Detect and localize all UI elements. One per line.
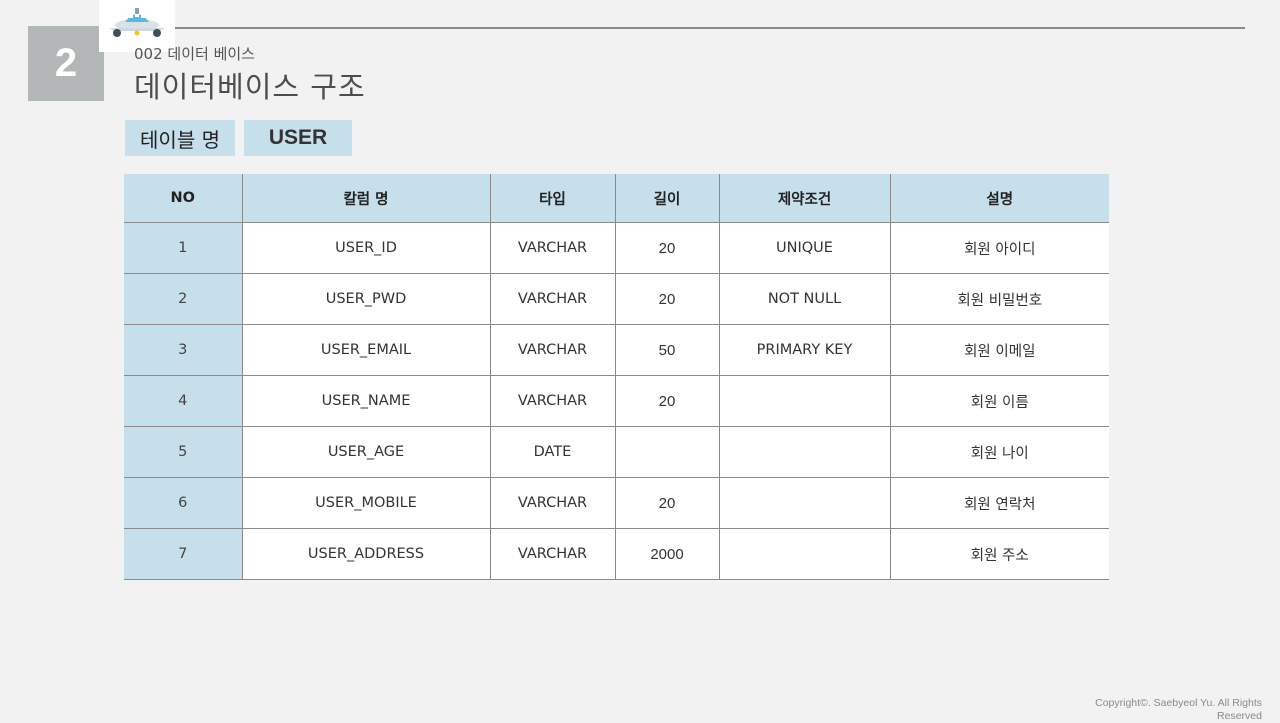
- table-row: 4 USER_NAME VARCHAR 20 회원 이름: [124, 375, 1109, 427]
- cell-description: 회원 나이: [889, 426, 1109, 478]
- cell-length: 20: [614, 477, 720, 529]
- cell-constraint: PRIMARY KEY: [718, 324, 891, 376]
- header-length: 길이: [614, 174, 720, 223]
- cell-type: VARCHAR: [489, 222, 616, 274]
- cell-type: VARCHAR: [489, 375, 616, 427]
- header-type: 타입: [489, 174, 616, 223]
- cell-description: 회원 비밀번호: [889, 273, 1109, 325]
- cell-description: 회원 주소: [889, 528, 1109, 580]
- table-row: 5 USER_AGE DATE 회원 나이: [124, 426, 1109, 478]
- cell-column-name: USER_NAME: [241, 375, 491, 427]
- cell-column-name: USER_ID: [241, 222, 491, 274]
- top-divider: [104, 27, 1245, 29]
- cell-length: 20: [614, 273, 720, 325]
- cell-length: [614, 426, 720, 478]
- table-row: 6 USER_MOBILE VARCHAR 20 회원 연락처: [124, 477, 1109, 529]
- cell-no: 2: [124, 273, 243, 325]
- cell-no: 1: [124, 222, 243, 274]
- table-row: 3 USER_EMAIL VARCHAR 50 PRIMARY KEY 회원 이…: [124, 324, 1109, 376]
- cell-description: 회원 연락처: [889, 477, 1109, 529]
- header-constraint: 제약조건: [718, 174, 891, 223]
- header-column-name: 칼럼 명: [241, 174, 491, 223]
- cell-constraint: UNIQUE: [718, 222, 891, 274]
- cell-length: 50: [614, 324, 720, 376]
- cell-type: VARCHAR: [489, 528, 616, 580]
- cell-no: 4: [124, 375, 243, 427]
- table-name-value: USER: [244, 120, 352, 156]
- table-name-label: 테이블 명: [125, 120, 235, 156]
- cell-constraint: [718, 375, 891, 427]
- cell-type: VARCHAR: [489, 273, 616, 325]
- cell-constraint: [718, 528, 891, 580]
- cell-column-name: USER_EMAIL: [241, 324, 491, 376]
- cell-column-name: USER_ADDRESS: [241, 528, 491, 580]
- cell-description: 회원 이름: [889, 375, 1109, 427]
- table-row: 2 USER_PWD VARCHAR 20 NOT NULL 회원 비밀번호: [124, 273, 1109, 325]
- page-title: 데이터베이스 구조: [134, 70, 366, 104]
- cell-description: 회원 아이디: [889, 222, 1109, 274]
- table-row: 1 USER_ID VARCHAR 20 UNIQUE 회원 아이디: [124, 222, 1109, 274]
- header-description: 설명: [889, 174, 1109, 223]
- cell-column-name: USER_MOBILE: [241, 477, 491, 529]
- cell-no: 7: [124, 528, 243, 580]
- cell-type: DATE: [489, 426, 616, 478]
- section-subtitle: 002 데이터 베이스: [134, 45, 255, 63]
- cell-length: 20: [614, 222, 720, 274]
- cell-length: 2000: [614, 528, 720, 580]
- cell-description: 회원 이메일: [889, 324, 1109, 376]
- cell-no: 5: [124, 426, 243, 478]
- schema-table: NO 칼럼 명 타입 길이 제약조건 설명 1 USER_ID VARCHAR …: [124, 174, 1109, 580]
- table-row: 7 USER_ADDRESS VARCHAR 2000 회원 주소: [124, 528, 1109, 580]
- table-header-row: NO 칼럼 명 타입 길이 제약조건 설명: [124, 174, 1109, 223]
- slide-number-badge: 2: [28, 26, 104, 101]
- cell-type: VARCHAR: [489, 477, 616, 529]
- cell-constraint: NOT NULL: [718, 273, 891, 325]
- cell-no: 3: [124, 324, 243, 376]
- cell-no: 6: [124, 477, 243, 529]
- header-no: NO: [124, 174, 243, 223]
- copyright-notice: Copyright©. Saebyeol Yu. All Rights Rese…: [1095, 697, 1262, 722]
- cell-constraint: [718, 426, 891, 478]
- cell-column-name: USER_PWD: [241, 273, 491, 325]
- cell-length: 20: [614, 375, 720, 427]
- cell-column-name: USER_AGE: [241, 426, 491, 478]
- cell-type: VARCHAR: [489, 324, 616, 376]
- airplane-icon: [99, 0, 175, 52]
- cell-constraint: [718, 477, 891, 529]
